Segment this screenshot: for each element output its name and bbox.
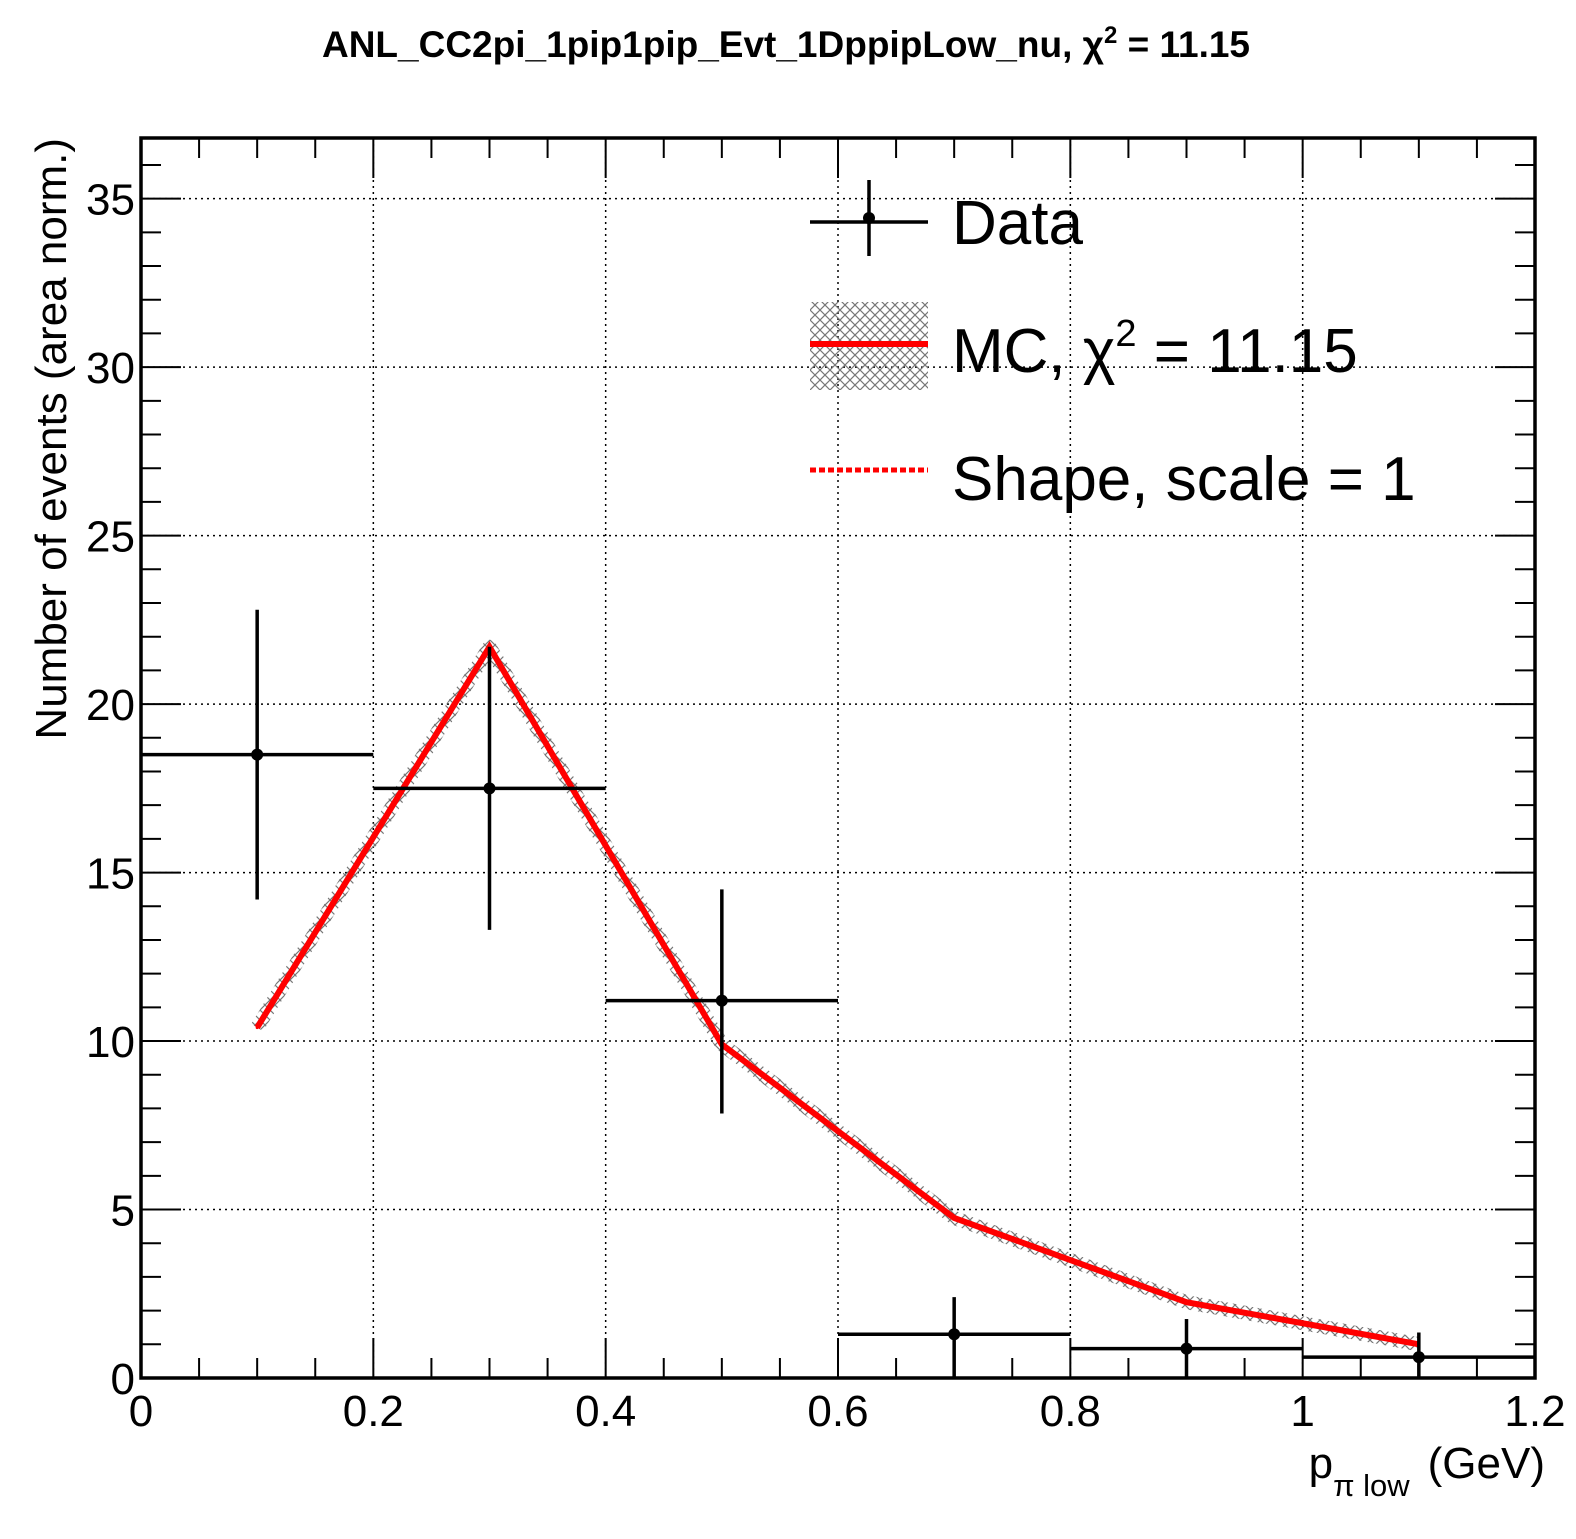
y-tick-label: 5 — [111, 1187, 135, 1236]
x-tick-label: 1.2 — [1504, 1387, 1565, 1436]
data-marker — [483, 782, 496, 795]
y-tick-label: 10 — [86, 1018, 135, 1067]
legend-entry: MC, χ2 = 11.15 — [810, 302, 1358, 390]
x-tick-label: 0.8 — [1040, 1387, 1101, 1436]
mc-point — [255, 1026, 259, 1030]
y-tick-label: 30 — [86, 344, 135, 393]
mc-line — [254, 640, 1420, 1348]
y-tick-label: 0 — [111, 1355, 135, 1404]
data-point — [605, 889, 838, 1114]
x-tick-label: 0.4 — [575, 1387, 636, 1436]
legend-label: Shape, scale = 1 — [952, 445, 1416, 514]
y-tick-label: 15 — [86, 850, 135, 899]
data-marker — [1180, 1342, 1193, 1355]
mc-point — [952, 1216, 956, 1220]
legend-label: Data — [952, 189, 1083, 258]
data-marker — [715, 994, 728, 1007]
data-point — [141, 609, 374, 900]
y-tick-label: 25 — [86, 513, 135, 562]
x-axis-label: pπ low (GeV) — [1309, 1439, 1545, 1503]
legend-data-marker — [863, 212, 875, 224]
y-axis-label: Number of events (area norm.) — [27, 138, 76, 740]
x-tick-label: 0.2 — [343, 1387, 404, 1436]
y-tick-label: 20 — [86, 681, 135, 730]
data-marker — [1412, 1351, 1425, 1364]
mc-point — [1185, 1300, 1188, 1304]
legend: Data MC, χ2 = 11.15 Shape, scale = 1 — [810, 180, 1416, 514]
legend-label: MC, χ2 = 11.15 — [952, 313, 1358, 386]
chart-title: ANL_CC2pi_1pip1pip_Evt_1DppipLow_nu, χ2 … — [322, 22, 1250, 65]
x-tick-label: 0 — [129, 1387, 153, 1436]
data-marker — [251, 748, 264, 761]
legend-entry: Data — [810, 180, 1083, 258]
x-tick-label: 0.6 — [807, 1387, 868, 1436]
y-tick-label: 35 — [86, 176, 135, 225]
plot-frame — [139, 136, 1537, 1380]
tick-labels: 0 0.2 0.4 0.6 0.8 1 1.2 0 5 10 15 20 25 30 35 — [86, 176, 1566, 1436]
data-point — [373, 646, 606, 930]
plot-series — [141, 609, 1535, 1378]
legend-entry: Shape, scale = 1 — [810, 445, 1416, 514]
x-tick-label: 1 — [1290, 1387, 1314, 1436]
data-marker — [948, 1328, 961, 1341]
